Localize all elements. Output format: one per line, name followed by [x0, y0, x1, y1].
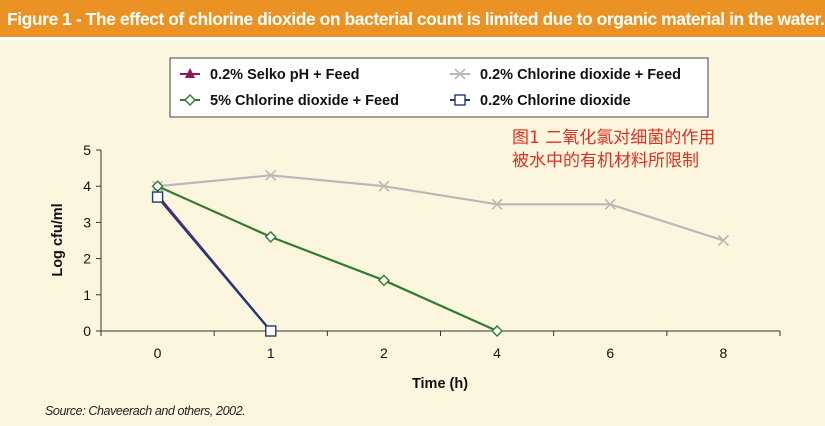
legend-box — [169, 57, 709, 118]
series-5-chlorine-dioxide-feed — [151, 180, 504, 337]
legend-label: 0.2% Chlorine dioxide — [480, 93, 631, 109]
legend-label: 0.2% Selko pH + Feed — [210, 67, 360, 83]
legend-marker — [185, 68, 195, 78]
data-point — [717, 234, 729, 247]
y-ticks: 0 1 2 3 4 5 — [83, 142, 101, 339]
series-0-2-chlorine-dioxide-feed — [152, 169, 729, 247]
y-tick-label: 3 — [83, 214, 91, 230]
y-tick-label: 2 — [83, 251, 91, 267]
y-tick-label: 1 — [83, 287, 91, 303]
data-point — [151, 191, 164, 203]
x-tick-label: 2 — [380, 345, 388, 361]
x-axis-label: Time (h) — [412, 376, 468, 392]
legend-label: 5% Chlorine dioxide + Feed — [210, 93, 399, 109]
annotation-line-1: 图1 二氧化氯对细菌的作用 — [512, 128, 715, 148]
series-group — [151, 169, 729, 337]
legend-item: 0.2% Chlorine dioxide — [450, 93, 631, 109]
legend-marker — [454, 68, 466, 80]
data-point — [265, 169, 277, 181]
legend-item: 5% Chlorine dioxide + Feed — [180, 93, 399, 109]
x-tick-label: 0 — [154, 345, 162, 361]
series-line — [156, 196, 272, 332]
y-tick-label: 0 — [83, 323, 91, 339]
data-point — [604, 198, 616, 210]
legend-item: 0.2% Selko pH + Feed — [180, 67, 360, 83]
legend-label: 0.2% Chlorine dioxide + Feed — [480, 67, 681, 83]
x-tick-label: 4 — [493, 345, 501, 361]
data-point — [491, 325, 504, 337]
series-line — [157, 185, 498, 333]
x-tick-label: 1 — [267, 345, 275, 361]
x-ticks: 0 1 2 4 6 8 — [100, 331, 781, 361]
legend-marker — [454, 94, 466, 106]
y-axis-label: Log cfu/ml — [50, 203, 66, 276]
figure-title: Figure 1 - The effect of chlorine dioxid… — [7, 9, 825, 29]
x-tick-label: 6 — [606, 345, 614, 361]
annotation-line-2: 被水中的有机材料所限制 — [512, 151, 699, 171]
series-0-2-chlorine-dioxide — [151, 191, 277, 337]
legend: 0.2% Selko pH + Feed 0.2% Chlorine dioxid… — [180, 67, 681, 109]
legend-item: 0.2% Chlorine dioxide + Feed — [450, 67, 681, 83]
figure-title-bar: Figure 1 - The effect of chlorine dioxid… — [0, 0, 825, 40]
source-note: Source: Chaveerach and others, 2002. — [45, 404, 246, 418]
x-tick-label: 8 — [720, 345, 728, 361]
y-tick-label: 5 — [83, 142, 91, 158]
data-point — [264, 230, 277, 243]
line-chart: 0.2% Selko pH + Feed 0.2% Chlorine dioxid… — [50, 57, 781, 392]
legend-marker — [184, 94, 196, 106]
data-point — [377, 274, 390, 287]
data-point — [491, 198, 503, 210]
data-point — [378, 180, 390, 192]
series-line — [157, 174, 724, 242]
data-point — [265, 325, 277, 337]
y-tick-label: 4 — [83, 178, 91, 194]
